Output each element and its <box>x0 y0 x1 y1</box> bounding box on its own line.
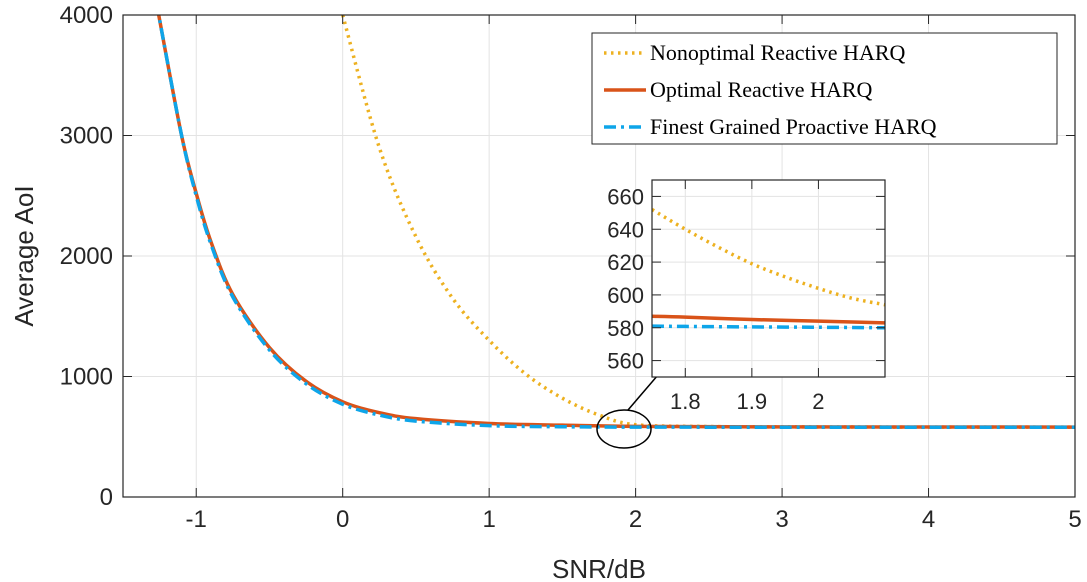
inset-series-line-2 <box>652 314 885 325</box>
main-series-line-1 <box>341 15 1075 429</box>
inset-ticks: 1.8 1.9 2 560 580 600 620 640 660 <box>607 180 885 414</box>
legend-label-optimal: Optimal Reactive HARQ <box>650 77 873 102</box>
inset-y-tick-label: 660 <box>607 184 644 209</box>
zoom-region-marker <box>596 409 652 449</box>
legend-label-nonoptimal: Nonoptimal Reactive HARQ <box>650 40 906 65</box>
main-x-tick-label: 5 <box>1068 506 1081 533</box>
inset-grid <box>652 180 885 377</box>
main-lines <box>156 15 1075 429</box>
main-x-tick-label: -1 <box>186 506 207 533</box>
main-x-tick-label: 4 <box>922 506 935 533</box>
inset-y-tick-label: 580 <box>607 316 644 341</box>
main-y-tick-label: 3000 <box>60 123 113 150</box>
inset-x-tick-label: 1.8 <box>670 389 701 414</box>
main-x-tick-label: 3 <box>775 506 788 533</box>
main-y-tick-label: 4000 <box>60 2 113 29</box>
main-ticks: -1 0 1 2 3 4 5 0 1000 2000 3000 4000 <box>60 2 1082 533</box>
inset-y-tick-label: 620 <box>607 250 644 275</box>
main-x-tick-label: 1 <box>482 506 495 533</box>
inset-frame <box>651 179 886 378</box>
legend-box <box>591 32 1058 145</box>
legend-label-proactive: Finest Grained Proactive HARQ <box>650 114 937 139</box>
main-y-tick-label: 1000 <box>60 364 113 391</box>
inset-y-tick-label: 560 <box>607 349 644 374</box>
main-x-tick-label: 2 <box>629 506 642 533</box>
inset-background <box>652 180 885 377</box>
legend: Nonoptimal Reactive HARQ Optimal Reactiv… <box>591 32 1058 145</box>
x-axis-label: SNR/dB <box>552 554 646 582</box>
main-y-tick-label: 0 <box>100 484 113 511</box>
inset-y-tick-label: 640 <box>607 217 644 242</box>
main-y-tick-label: 2000 <box>60 243 113 270</box>
main-series-line-3 <box>156 15 1075 429</box>
y-axis-label: Average AoI <box>9 185 39 326</box>
inset-x-tick-label: 2 <box>812 389 824 414</box>
main-x-tick-label: 0 <box>336 506 349 533</box>
inset-y-tick-label: 600 <box>607 283 644 308</box>
inset-lines <box>652 208 885 330</box>
inset-x-tick-label: 1.9 <box>737 389 768 414</box>
